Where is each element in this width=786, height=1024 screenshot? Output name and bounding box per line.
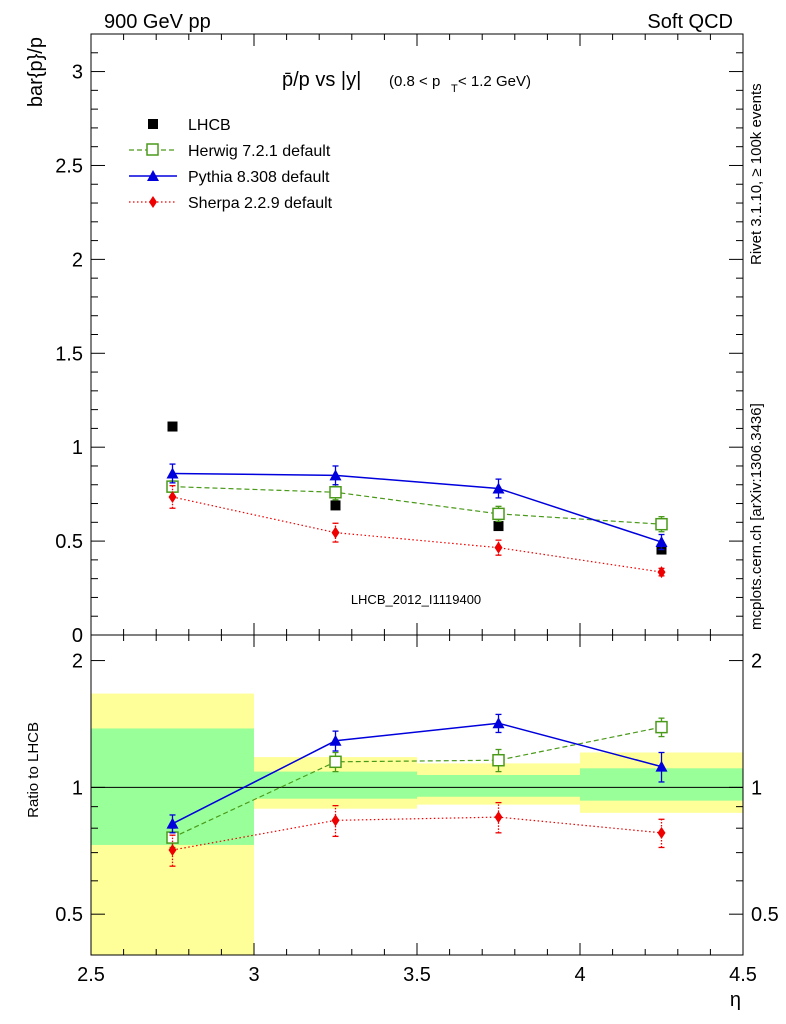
marker-pythia <box>492 482 505 494</box>
main-ytick-label: 3 <box>72 62 83 84</box>
ratio-xtick-label: 3 <box>248 964 259 986</box>
ratio-ytick-label: 0.5 <box>55 904 83 926</box>
marker-pythia <box>166 467 179 479</box>
legend-marker-sherpa <box>149 196 157 208</box>
header-left: 900 GeV pp <box>104 11 211 33</box>
main-ytick-label: 0.5 <box>55 531 83 553</box>
marker-pythia <box>329 734 342 746</box>
legend-label-sherpa: Sherpa 2.2.9 default <box>188 195 333 212</box>
marker-sherpa <box>494 541 503 554</box>
ratio-ytick-label: 1 <box>72 777 83 799</box>
plot-title: p̄/p vs |y| (0.8 < p T < 1.2 GeV) <box>282 69 531 95</box>
main-ytick-label: 0 <box>72 625 83 647</box>
main-ytick-label: 1 <box>72 437 83 459</box>
ratio-line-herwig <box>172 726 662 839</box>
legend-entry-sherpa: Sherpa 2.2.9 default <box>129 195 333 212</box>
marker-herwig <box>655 517 668 531</box>
legend-entry-lhcb: LHCB <box>148 117 231 134</box>
main-ytick-label: 1.5 <box>55 343 83 365</box>
marker-herwig <box>492 753 505 767</box>
main-ylabel: bar{p}/p <box>25 37 47 107</box>
marker-sherpa <box>657 826 666 839</box>
title-main: p̄/p vs |y| <box>282 69 361 91</box>
marker-herwig <box>329 755 342 769</box>
mcplots-label: mcplots.cern.ch [arXiv:1306.3436] <box>748 403 765 630</box>
ratio-panel: 2.5 3 3.5 4 4.5 0.5 0.5 1 1 2 2 Ratio to LHCB η <box>25 634 779 1011</box>
legend-marker-lhcb <box>148 119 158 129</box>
watermark: LHCB_2012_I1119400 <box>351 592 481 607</box>
marker-sherpa <box>331 814 340 827</box>
ratio-xtick-label: 4.5 <box>729 964 757 986</box>
legend-marker-pythia <box>147 170 159 181</box>
legend: LHCB Herwig 7.2.1 default Pythia 8.308 d… <box>129 117 333 212</box>
legend-entry-herwig: Herwig 7.2.1 default <box>129 143 331 160</box>
marker-lhcb <box>330 500 341 511</box>
rivet-label: Rivet 3.1.10, ≥ 100k events <box>748 83 765 265</box>
marker-pythia <box>329 469 342 481</box>
marker-pythia <box>655 760 668 772</box>
marker-pythia <box>655 536 668 548</box>
legend-marker-herwig <box>146 143 159 156</box>
main-line-sherpa <box>172 496 662 573</box>
title-sub-end: < 1.2 GeV) <box>458 73 531 90</box>
main-line-herwig <box>172 486 662 525</box>
marker-sherpa <box>168 844 177 857</box>
ratio-xlabel: η <box>730 989 741 1011</box>
title-sub: (0.8 < p <box>389 73 440 90</box>
ratio-band-inner <box>254 771 417 799</box>
legend-label-herwig: Herwig 7.2.1 default <box>188 143 331 160</box>
ratio-xtick-label: 4 <box>574 964 585 986</box>
ratio-ytick-label-right: 0.5 <box>751 904 779 926</box>
marker-sherpa <box>331 526 340 539</box>
marker-herwig <box>492 507 505 521</box>
marker-sherpa <box>494 811 503 824</box>
ratio-line-pythia <box>172 722 662 825</box>
marker-pythia <box>166 817 179 829</box>
marker-sherpa <box>657 566 666 579</box>
ratio-band-inner <box>417 774 580 797</box>
marker-lhcb <box>167 421 178 432</box>
marker-lhcb <box>493 521 504 532</box>
marker-sherpa <box>168 490 177 503</box>
ratio-xtick-label: 3.5 <box>403 964 431 986</box>
legend-label-lhcb: LHCB <box>188 117 231 134</box>
ratio-ytick-label-right: 2 <box>751 651 762 673</box>
marker-pythia <box>492 717 505 729</box>
ratio-xtick-label: 2.5 <box>77 964 105 986</box>
marker-herwig <box>329 486 342 499</box>
header-right: Soft QCD <box>647 11 733 33</box>
ratio-ylabel: Ratio to LHCB <box>25 722 42 818</box>
main-panel: 0 0.5 1 1.5 2 2.5 3 LHCB_2012_I1119400 p̄/p vs… <box>25 33 744 647</box>
legend-label-pythia: Pythia 8.308 default <box>188 169 330 186</box>
main-line-pythia <box>172 472 662 543</box>
main-ytick-label: 2 <box>72 249 83 271</box>
main-ytick-label: 2.5 <box>55 155 83 177</box>
ratio-ytick-label-right: 1 <box>751 777 762 799</box>
marker-herwig <box>655 720 668 734</box>
legend-entry-pythia: Pythia 8.308 default <box>129 169 330 186</box>
ratio-ytick-label: 2 <box>72 651 83 673</box>
title-sub-T: T <box>451 83 458 95</box>
